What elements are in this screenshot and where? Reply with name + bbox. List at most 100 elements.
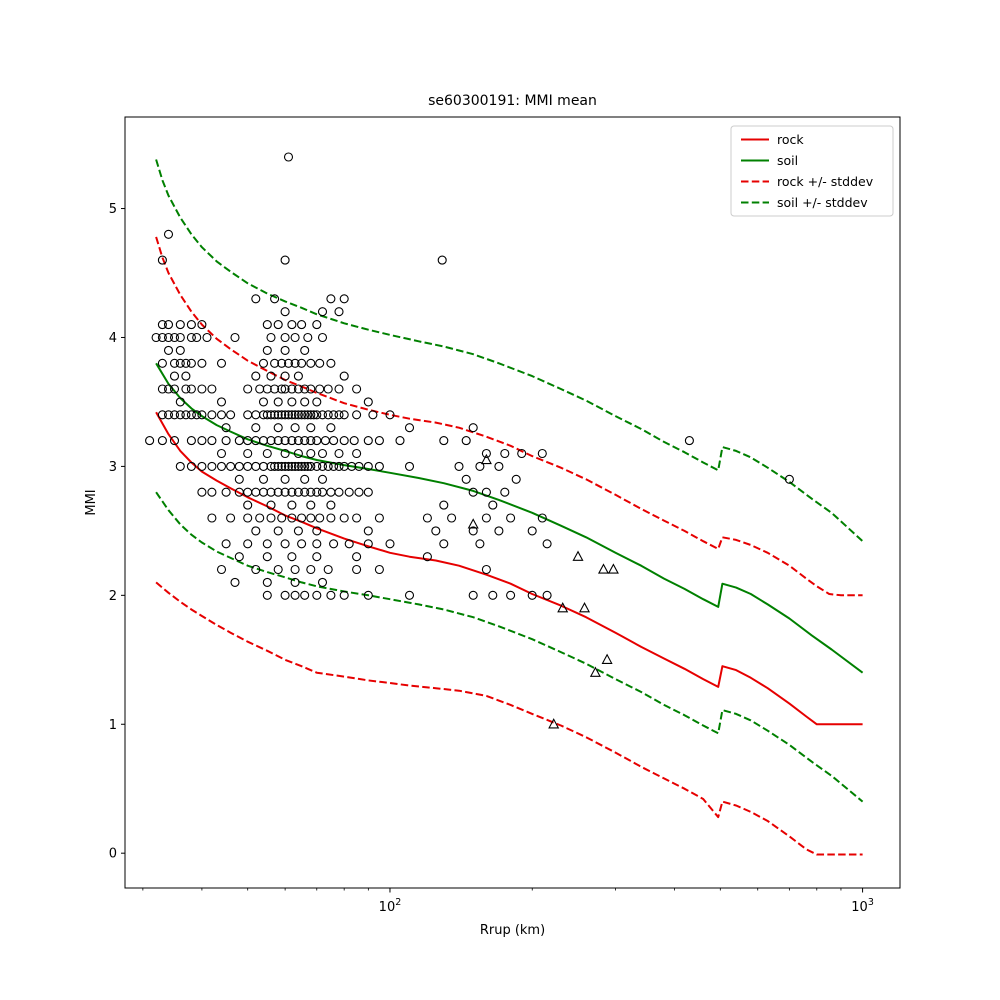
data-point-circle [192, 332, 202, 343]
data-point-circle [293, 526, 303, 536]
data-point-circle [468, 487, 478, 497]
data-point-circle [202, 332, 212, 343]
data-point-circle [197, 461, 207, 471]
data-point-circle [287, 384, 297, 394]
data-point-circle [339, 294, 349, 304]
data-point-circle [280, 539, 290, 549]
data-point-circle [230, 332, 240, 343]
data-point-circle [354, 461, 364, 471]
data-point-circle [323, 384, 333, 394]
legend-label: soil [777, 153, 798, 168]
data-point-circle [329, 461, 339, 471]
data-point-circle [385, 410, 395, 420]
data-point-circle [329, 539, 339, 549]
data-point-circle [290, 564, 300, 575]
data-point-circle [468, 423, 478, 433]
data-point-circle [280, 332, 290, 343]
data-point-circle [293, 371, 303, 381]
data-point-circle [175, 397, 185, 407]
data-point-circle [207, 410, 217, 420]
data-point-circle [216, 410, 227, 420]
data-point-circle [368, 410, 378, 420]
y-tick-label: 5 [109, 202, 117, 217]
curve-soil-lower [155, 491, 864, 803]
data-point-circle [181, 384, 191, 394]
data-point-circle [163, 229, 174, 239]
data-point-circle [293, 384, 303, 394]
data-point-circle [468, 590, 478, 600]
y-tick-label: 3 [109, 460, 117, 475]
data-point-circle [352, 410, 362, 420]
data-point-circle [454, 461, 464, 471]
data-point-circle [352, 448, 362, 459]
data-point-circle [293, 487, 303, 497]
data-point-circle [169, 358, 180, 368]
legend-label: soil +/- stddev [777, 195, 868, 210]
data-point-circle [163, 345, 174, 355]
data-point-circle [234, 474, 244, 484]
data-point-circle [226, 461, 236, 471]
data-point-circle [326, 513, 336, 523]
data-point-circle [186, 461, 196, 471]
data-point-circle [277, 358, 287, 368]
data-point-circle [216, 397, 227, 407]
legend: rock soil rock +/- stddev soil +/- stddev [730, 125, 894, 217]
data-point-circle [262, 590, 272, 600]
data-point-circle [226, 513, 236, 523]
data-point-circle [197, 358, 207, 368]
data-point-circle [266, 332, 276, 343]
data-point-circle [349, 436, 359, 446]
data-point-circle [475, 539, 485, 549]
data-point-circle [262, 539, 272, 549]
data-point-circle [300, 397, 310, 407]
data-point-circle [527, 590, 537, 600]
data-point-circle [422, 513, 432, 523]
data-point-circle [273, 320, 283, 330]
data-point-triangle [597, 563, 610, 574]
y-tick-label: 4 [109, 331, 117, 346]
data-point-circle [339, 410, 349, 420]
data-point-circle [334, 307, 344, 317]
data-point-circle [207, 384, 217, 394]
y-tick-label: 0 [109, 847, 117, 862]
data-point-circle [163, 332, 174, 343]
data-point-circle [293, 461, 303, 471]
data-point-circle [312, 552, 322, 562]
data-point-circle [175, 461, 185, 471]
data-point-circle [186, 358, 196, 368]
data-point-circle [280, 436, 290, 446]
data-point-circle [363, 487, 373, 497]
data-point-circle [157, 358, 167, 368]
data-point-circle [280, 461, 290, 471]
data-point-circle [374, 461, 384, 471]
data-point-circle [181, 371, 191, 381]
data-point-circle [312, 539, 322, 549]
data-point-circle [287, 552, 297, 562]
data-point-triangle [589, 666, 601, 677]
data-point-circle [784, 474, 794, 484]
data-point-circle [461, 436, 471, 446]
data-point-circle [334, 461, 344, 471]
curve-rock-mean [155, 411, 863, 726]
data-point-circle [251, 564, 261, 575]
y-tick-label: 1 [109, 718, 117, 733]
data-point-circle [326, 423, 336, 433]
data-point-circle [258, 397, 269, 407]
data-point-circle [293, 448, 303, 459]
data-point-circle [297, 410, 307, 420]
data-point-circle [221, 539, 231, 549]
data-point-circle [537, 513, 547, 523]
data-point-circle [306, 500, 316, 510]
data-point-circle [290, 358, 300, 368]
data-point-circle [317, 410, 328, 420]
data-point-circle [374, 436, 384, 446]
data-point-circle [461, 474, 471, 484]
data-point-circle [280, 410, 290, 420]
data-point-circle [207, 487, 217, 497]
data-point-circle [266, 436, 276, 446]
data-point-circle [312, 487, 322, 497]
data-point-circle [169, 384, 180, 394]
data-point-circle [273, 436, 283, 446]
data-point-circle [306, 564, 316, 575]
data-point-circle [280, 345, 290, 355]
